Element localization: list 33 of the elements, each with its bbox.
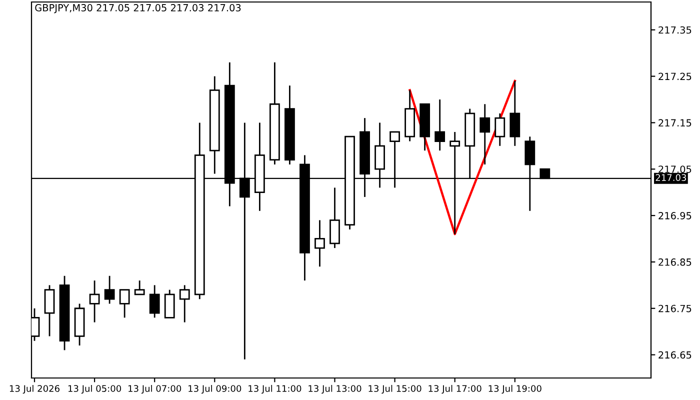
x-tick-label: 13 Jul 15:00	[368, 384, 422, 394]
candlestick	[149, 284, 160, 318]
ref-line-label: 217.03	[656, 174, 686, 182]
y-tick-label: 217.35	[658, 26, 692, 34]
candlestick	[179, 284, 190, 323]
candlestick	[510, 80, 520, 147]
candlestick	[119, 289, 130, 318]
candlestick	[494, 112, 506, 147]
chart-title: GBPJPY,M30 217.05 217.05 217.03 217.03	[35, 4, 241, 14]
y-tick-label: 216.75	[658, 304, 692, 312]
x-tick-label: 13 Jul 2026	[10, 384, 60, 394]
x-tick-label: 13 Jul 13:00	[308, 384, 362, 394]
x-tick-label: 13 Jul 19:00	[488, 384, 542, 394]
candlestick	[480, 103, 490, 166]
y-tick-label: 217.05	[658, 166, 692, 173]
candlestick	[104, 275, 115, 304]
candlestick	[314, 219, 325, 268]
x-tick-label: 13 Jul 07:00	[128, 384, 182, 394]
y-tick-label: 216.65	[658, 351, 692, 359]
candlestick	[89, 280, 100, 323]
y-tick-label: 217.25	[658, 72, 692, 80]
candlestick	[434, 98, 446, 152]
y-tick-label: 217.15	[658, 119, 692, 127]
y-tick-label: 216.95	[658, 212, 692, 220]
y-tick-label: 216.85	[658, 258, 692, 266]
candlestick	[330, 186, 340, 249]
candlestick	[44, 284, 55, 337]
x-tick-label: 13 Jul 05:00	[68, 384, 122, 394]
candlestick	[134, 280, 145, 296]
candlestick	[164, 289, 175, 318]
x-tick-label: 13 Jul 17:00	[428, 384, 482, 394]
x-tick-label: 13 Jul 09:00	[188, 384, 242, 394]
x-tick-label: 13 Jul 11:00	[248, 384, 302, 394]
